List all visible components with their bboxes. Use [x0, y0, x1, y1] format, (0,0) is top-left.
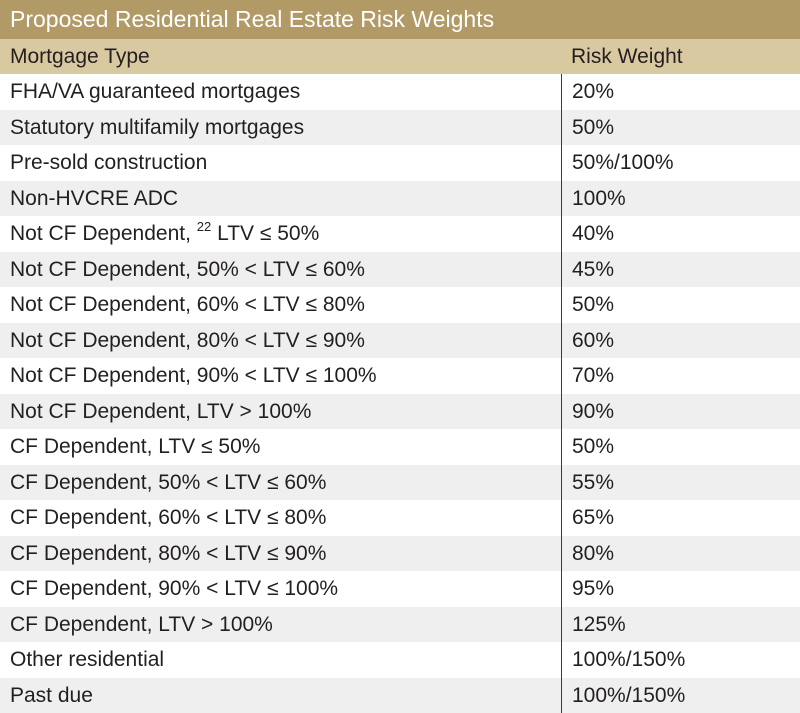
- table-row: Pre-sold construction 50%/100%: [0, 145, 800, 181]
- mortgage-type-cell: CF Dependent, 80% < LTV ≤ 90%: [10, 541, 327, 565]
- risk-weight-cell: 70%: [561, 358, 800, 394]
- mortgage-type-cell: Not CF Dependent, LTV > 100%: [10, 399, 312, 423]
- table-row: Not CF Dependent, 60% < LTV ≤ 80% 50%: [0, 287, 800, 323]
- table-row: Past due 100%/150%: [0, 677, 800, 713]
- table-row: CF Dependent, 50% < LTV ≤ 60% 55%: [0, 464, 800, 500]
- header-risk-weight: Risk Weight: [571, 45, 683, 68]
- table-row: Not CF Dependent, 22 LTV ≤ 50% 40%: [0, 216, 800, 252]
- risk-weight-cell: 40%: [561, 216, 800, 252]
- risk-weight-cell: 100%/150%: [561, 642, 800, 678]
- mortgage-type-cell: CF Dependent, 90% < LTV ≤ 100%: [10, 577, 339, 600]
- risk-weight-cell: 45%: [561, 251, 800, 287]
- mortgage-type-cell: Statutory multifamily mortgages: [10, 115, 305, 139]
- mortgage-type-suffix: LTV ≤ 50%: [217, 222, 320, 245]
- table-row: Not CF Dependent, 90% < LTV ≤ 100% 70%: [0, 358, 800, 394]
- risk-weight-cell: 95%: [561, 571, 800, 607]
- risk-weight-cell: 50%: [561, 429, 800, 465]
- mortgage-type-cell: Not CF Dependent, 90% < LTV ≤ 100%: [10, 364, 377, 387]
- mortgage-type-cell: Past due: [10, 683, 93, 707]
- table-row: FHA/VA guaranteed mortgages 20%: [0, 74, 800, 110]
- risk-weight-cell: 50%: [561, 287, 800, 323]
- mortgage-type-cell: Not CF Dependent, 50% < LTV ≤ 60%: [10, 257, 365, 281]
- mortgage-type-text: Not CF Dependent,: [10, 222, 191, 245]
- risk-weight-cell: 20%: [561, 74, 800, 110]
- mortgage-type-cell: CF Dependent, LTV ≤ 50%: [10, 435, 261, 458]
- table-row: CF Dependent, LTV > 100% 125%: [0, 606, 800, 642]
- table-row: Not CF Dependent, LTV > 100% 90%: [0, 393, 800, 429]
- table-row: Not CF Dependent, 50% < LTV ≤ 60% 45%: [0, 251, 800, 287]
- risk-weight-cell: 80%: [561, 535, 800, 571]
- header-mortgage-type: Mortgage Type: [10, 45, 150, 68]
- table-title: Proposed Residential Real Estate Risk We…: [0, 0, 800, 39]
- table-row: Not CF Dependent, 80% < LTV ≤ 90% 60%: [0, 322, 800, 358]
- mortgage-type-cell: Not CF Dependent, 80% < LTV ≤ 90%: [10, 328, 365, 352]
- risk-weight-cell: 50%: [561, 109, 800, 145]
- table-row: CF Dependent, LTV ≤ 50% 50%: [0, 429, 800, 465]
- table-header-row: Mortgage Type Risk Weight: [0, 39, 800, 74]
- risk-weight-cell: 65%: [561, 500, 800, 536]
- mortgage-type-cell: Other residential: [10, 648, 165, 671]
- mortgage-type-cell: FHA/VA guaranteed mortgages: [10, 80, 301, 103]
- table-row: CF Dependent, 60% < LTV ≤ 80% 65%: [0, 500, 800, 536]
- table-row: CF Dependent, 90% < LTV ≤ 100% 95%: [0, 571, 800, 607]
- mortgage-type-cell: Non-HVCRE ADC: [10, 186, 179, 210]
- table-row: Non-HVCRE ADC 100%: [0, 180, 800, 216]
- risk-weight-cell: 60%: [561, 322, 800, 358]
- table-row: Statutory multifamily mortgages 50%: [0, 109, 800, 145]
- risk-weight-cell: 100%: [561, 180, 800, 216]
- risk-weight-cell: 50%/100%: [561, 145, 800, 181]
- mortgage-type-cell: Not CF Dependent, 60% < LTV ≤ 80%: [10, 293, 365, 316]
- footnote-reference: 22: [196, 219, 212, 234]
- table-row: CF Dependent, 80% < LTV ≤ 90% 80%: [0, 535, 800, 571]
- risk-weight-cell: 100%/150%: [561, 677, 800, 713]
- risk-weight-cell: 90%: [561, 393, 800, 429]
- mortgage-type-cell: CF Dependent, 60% < LTV ≤ 80%: [10, 506, 327, 529]
- mortgage-type-cell: Not CF Dependent, 22 LTV ≤ 50%: [0, 216, 561, 252]
- risk-weight-cell: 125%: [561, 606, 800, 642]
- mortgage-type-cell: CF Dependent, LTV > 100%: [10, 612, 273, 636]
- table-row: Other residential 100%/150%: [0, 642, 800, 678]
- mortgage-type-cell: CF Dependent, 50% < LTV ≤ 60%: [10, 470, 327, 494]
- risk-weight-cell: 55%: [561, 464, 800, 500]
- mortgage-type-cell: Pre-sold construction: [10, 151, 208, 174]
